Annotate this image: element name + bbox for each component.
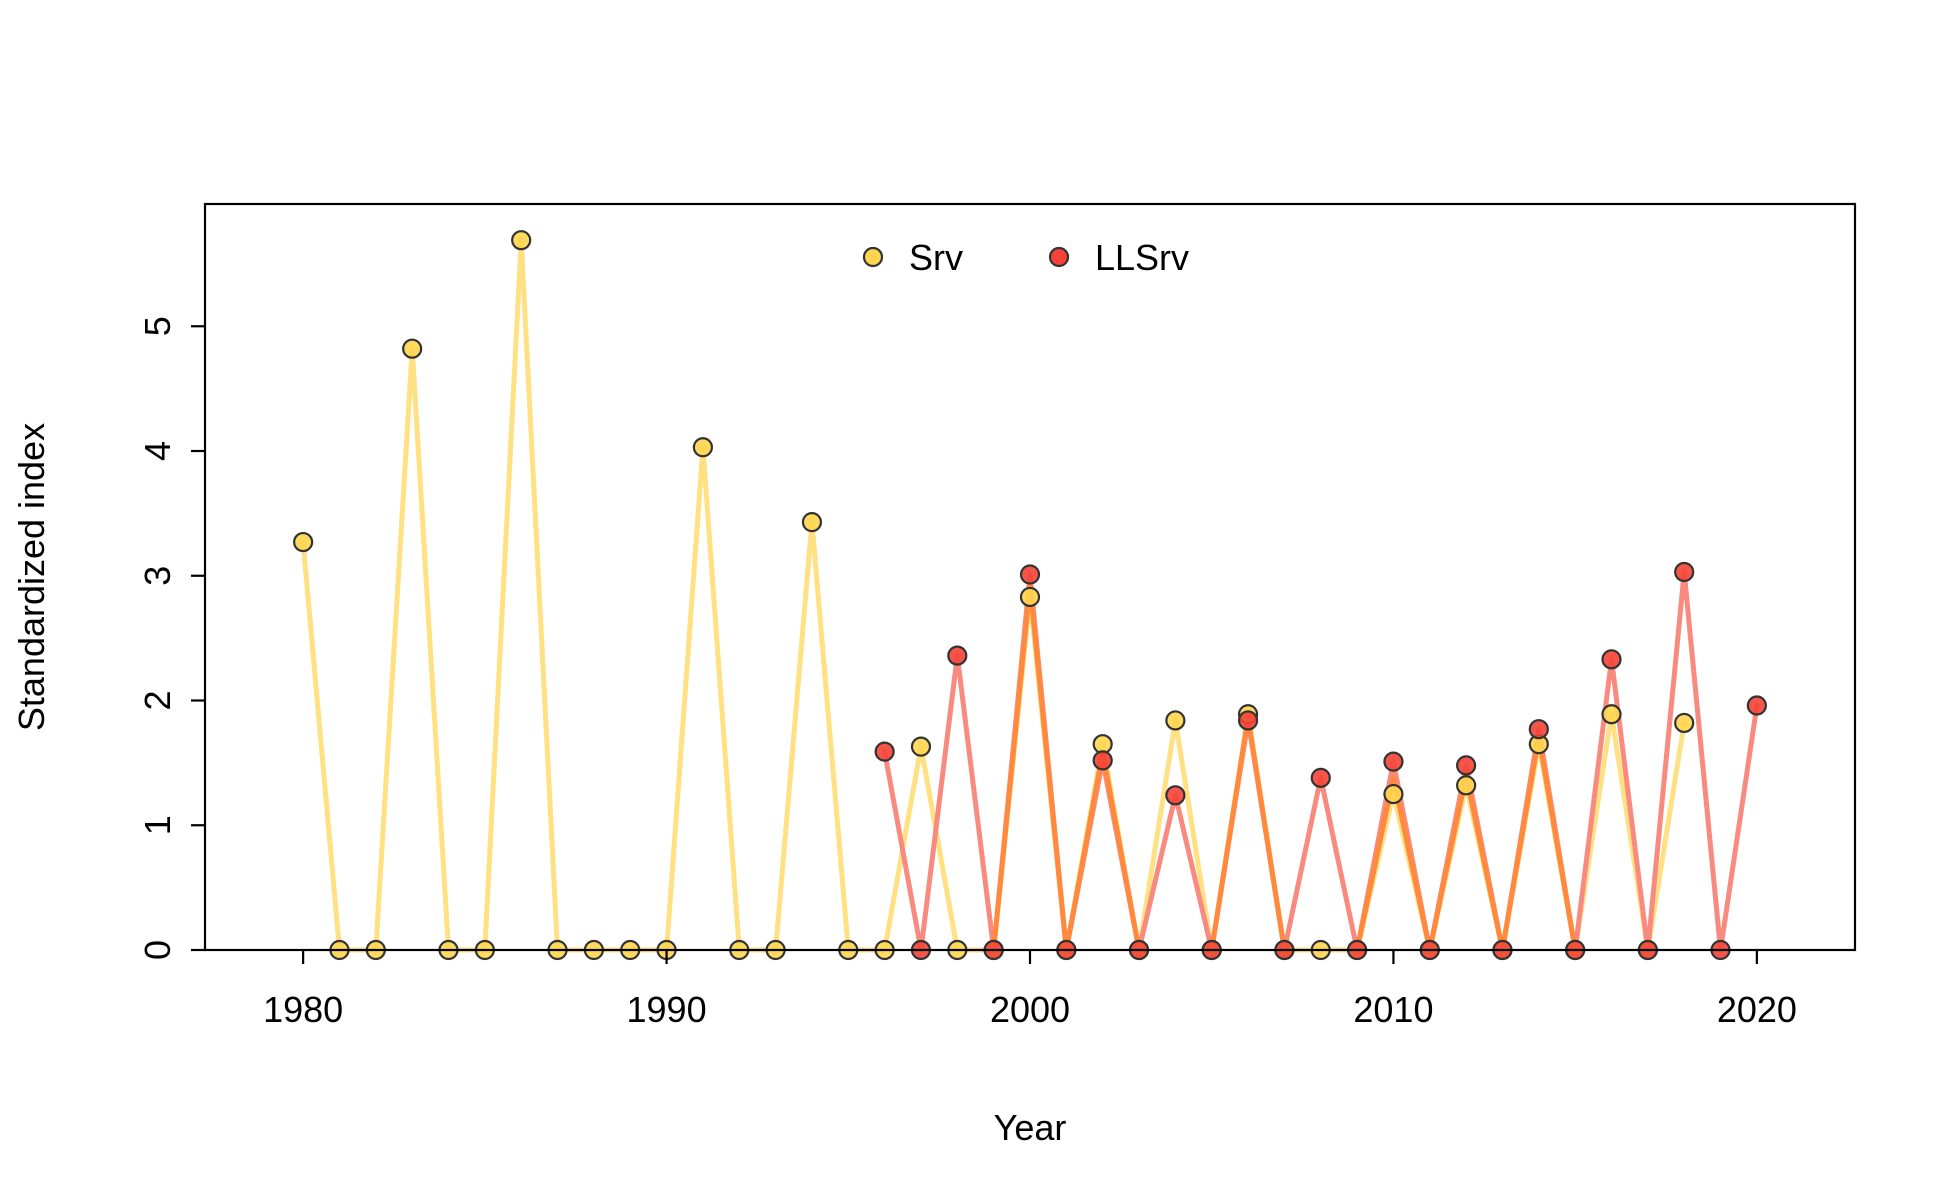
overlap-segment <box>1354 775 1396 953</box>
legend-label-llsrv: LLSrv <box>1095 237 1189 278</box>
data-point-llsrv <box>1310 767 1331 788</box>
legend-marker-srv <box>862 246 884 268</box>
y-tick-label: 3 <box>137 566 178 586</box>
data-point-llsrv <box>1456 755 1477 776</box>
overlap-segment <box>1063 749 1106 953</box>
legend-marker-llsrv <box>1048 246 1070 268</box>
data-point-llsrv <box>1674 561 1695 583</box>
data-point-llsrv <box>874 741 895 762</box>
x-tick-label: 2000 <box>990 989 1070 1030</box>
data-point-llsrv <box>1746 695 1767 716</box>
data-point-llsrv <box>947 645 968 666</box>
x-tick-label: 2010 <box>1353 989 1433 1030</box>
data-point-srv <box>293 531 314 553</box>
y-axis: 0 1 2 3 4 5 <box>137 316 205 960</box>
overlap-segment <box>1100 749 1142 953</box>
x-tick-label: 1990 <box>627 989 707 1030</box>
overlap-segment <box>1427 772 1469 953</box>
y-tick-label: 1 <box>137 815 178 835</box>
y-tick-label: 0 <box>137 940 178 960</box>
y-axis-label: Standardized index <box>11 423 52 731</box>
data-point-llsrv <box>1601 649 1622 670</box>
data-point-srv <box>511 230 532 251</box>
data-point-srv <box>1601 704 1622 725</box>
data-point-llsrv <box>1383 751 1404 772</box>
x-axis: 1980 1990 2000 2010 2020 <box>263 950 1797 1030</box>
data-point-srv <box>1165 710 1186 731</box>
overlap-segments <box>991 583 1578 953</box>
data-point-llsrv <box>1165 785 1186 806</box>
data-point-srv <box>801 512 823 533</box>
y-tick-label: 5 <box>137 316 178 336</box>
data-point-srv <box>1019 586 1041 608</box>
overlap-segment <box>1499 734 1542 953</box>
data-point-llsrv <box>1528 719 1549 740</box>
data-point-srv <box>402 338 423 359</box>
data-point-srv <box>1383 783 1404 805</box>
overlap-segment <box>1390 775 1433 953</box>
data-point-llsrv <box>1019 564 1041 585</box>
y-tick-label: 4 <box>137 441 178 461</box>
overlap-segment <box>1463 772 1505 953</box>
overlap-segment <box>1245 714 1287 953</box>
overlap-segment <box>1209 714 1251 953</box>
data-point-srv <box>692 437 714 458</box>
series-line-srv <box>300 237 1687 953</box>
data-point-srv <box>910 736 932 757</box>
overlap-segment <box>1027 583 1069 953</box>
legend-item-llsrv: LLSrv <box>1048 237 1189 278</box>
data-point-srv <box>1674 712 1695 734</box>
y-tick-label: 2 <box>137 690 178 710</box>
legend-label-srv: Srv <box>909 237 963 278</box>
x-axis-label: Year <box>994 1107 1067 1148</box>
x-tick-label: 2020 <box>1717 989 1797 1030</box>
legend: Srv LLSrv <box>862 237 1189 278</box>
overlap-segment <box>991 583 1033 953</box>
data-point-llsrv <box>1092 750 1113 771</box>
x-tick-label: 1980 <box>263 989 343 1030</box>
data-point-llsrv <box>1237 710 1259 731</box>
legend-item-srv: Srv <box>862 237 963 278</box>
data-point-srv <box>1456 775 1477 796</box>
overlap-segment <box>1536 734 1578 953</box>
